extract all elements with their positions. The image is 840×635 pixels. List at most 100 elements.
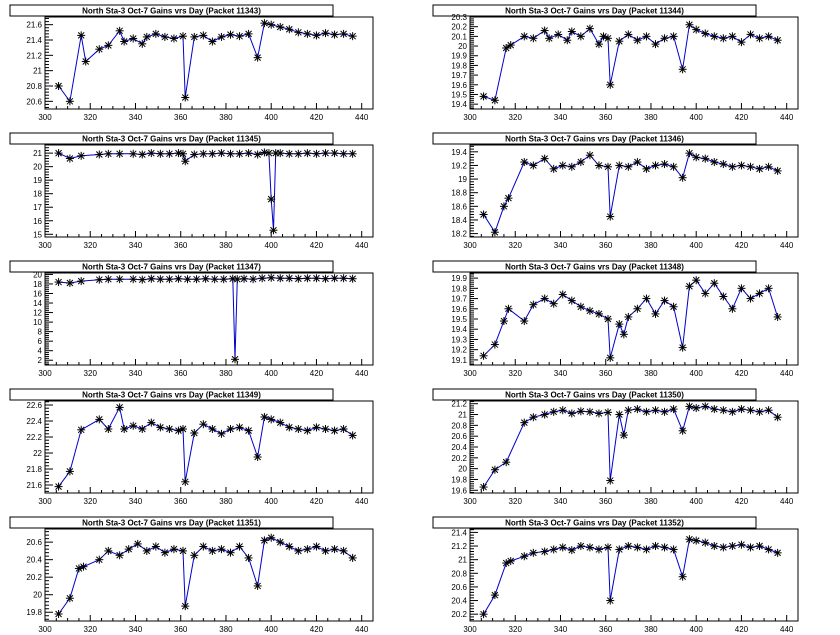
data-point xyxy=(563,36,572,45)
data-point xyxy=(208,149,217,158)
data-point xyxy=(219,275,228,284)
data-point xyxy=(294,546,303,555)
x-tick-label: 440 xyxy=(355,241,369,250)
y-tick-label: 19.7 xyxy=(451,295,467,304)
data-point xyxy=(678,572,687,581)
y-tick-label: 19.6 xyxy=(451,81,467,90)
data-point xyxy=(660,543,669,552)
data-point xyxy=(692,153,701,162)
data-point xyxy=(529,413,538,422)
x-tick-label: 400 xyxy=(265,497,279,506)
y-tick-label: 20.2 xyxy=(26,573,42,582)
data-point xyxy=(567,162,576,171)
data-point xyxy=(558,543,567,552)
data-point xyxy=(764,162,773,171)
data-point xyxy=(719,543,728,552)
data-point xyxy=(594,40,603,49)
x-tick-label: 400 xyxy=(690,369,704,378)
data-point xyxy=(192,275,201,284)
data-point xyxy=(773,36,782,45)
data-point xyxy=(624,30,633,39)
data-point xyxy=(719,292,728,301)
data-point xyxy=(303,149,312,158)
y-tick-label: 20 xyxy=(33,270,42,279)
data-point xyxy=(312,274,321,283)
data-point xyxy=(576,542,585,551)
data-point xyxy=(737,405,746,414)
chart-title: North Sta-3 Oct-7 Gains vrs Day (Packet … xyxy=(82,135,261,144)
data-point xyxy=(506,557,515,566)
x-tick-label: 420 xyxy=(735,369,749,378)
data-point xyxy=(603,408,612,417)
data-point xyxy=(567,546,576,555)
x-tick-label: 320 xyxy=(84,241,98,250)
title-box xyxy=(432,4,757,17)
data-point xyxy=(692,404,701,413)
data-point xyxy=(294,28,303,37)
data-point xyxy=(276,274,285,283)
y-tick-label: 19.2 xyxy=(451,161,467,170)
chart-panel-4: North Sta-3 Oct-7 Gains vrs Day (Packet … xyxy=(432,132,799,250)
chart-title: North Sta-3 Oct-7 Gains vrs Day (Packet … xyxy=(505,135,684,144)
x-tick-label: 340 xyxy=(554,497,568,506)
data-point xyxy=(190,429,199,437)
data-point xyxy=(685,282,694,291)
data-point xyxy=(276,538,285,547)
data-point xyxy=(585,24,594,33)
data-point xyxy=(669,32,678,41)
title-box xyxy=(432,388,757,401)
data-point xyxy=(330,149,339,158)
data-point xyxy=(651,309,660,318)
data-point xyxy=(755,34,764,43)
y-tick-label: 18 xyxy=(33,190,42,199)
data-point xyxy=(615,161,624,170)
data-point xyxy=(719,34,728,43)
data-point xyxy=(615,410,624,419)
x-tick-label: 380 xyxy=(644,241,658,250)
y-tick-label: 10 xyxy=(33,318,42,327)
data-point xyxy=(710,279,719,288)
data-point xyxy=(685,535,694,544)
data-point xyxy=(235,32,244,41)
data-point xyxy=(312,149,321,158)
data-point xyxy=(244,553,253,562)
series-line xyxy=(483,405,778,488)
y-tick-label: 20.2 xyxy=(451,454,467,463)
data-point xyxy=(576,407,585,416)
data-point xyxy=(701,402,710,411)
y-tick-label: 19.2 xyxy=(451,346,467,355)
x-tick-label: 360 xyxy=(174,241,188,250)
data-point xyxy=(142,546,151,555)
data-point xyxy=(267,533,276,542)
y-tick-label: 22.4 xyxy=(26,417,42,426)
data-point xyxy=(479,92,488,101)
data-point xyxy=(660,160,669,169)
x-tick-label: 380 xyxy=(219,369,233,378)
chart-title: North Sta-3 Oct-7 Gains vrs Day (Packet … xyxy=(82,263,261,272)
y-tick-label: 19.4 xyxy=(451,100,467,109)
data-point xyxy=(594,409,603,418)
data-point xyxy=(120,37,129,46)
data-point xyxy=(585,543,594,552)
data-point xyxy=(303,426,312,435)
data-point xyxy=(339,149,348,158)
data-point xyxy=(226,149,235,158)
x-tick-label: 420 xyxy=(735,625,749,634)
data-point xyxy=(764,406,773,415)
data-point xyxy=(321,149,330,158)
data-point xyxy=(660,34,669,43)
x-tick-label: 360 xyxy=(599,625,613,634)
y-tick-label: 18.8 xyxy=(451,189,467,198)
data-point xyxy=(585,407,594,416)
x-tick-label: 340 xyxy=(554,625,568,634)
data-point xyxy=(502,458,511,467)
data-point xyxy=(624,406,633,415)
chart-panel-10: North Sta-3 Oct-7 Gains vrs Day (Packet … xyxy=(432,516,799,634)
y-tick-label: 12 xyxy=(33,309,42,318)
y-tick-label: 20.6 xyxy=(451,583,467,592)
data-point xyxy=(348,149,357,158)
x-tick-label: 320 xyxy=(84,369,98,378)
data-point xyxy=(321,546,330,555)
title-box xyxy=(9,388,334,401)
data-point xyxy=(267,20,276,29)
